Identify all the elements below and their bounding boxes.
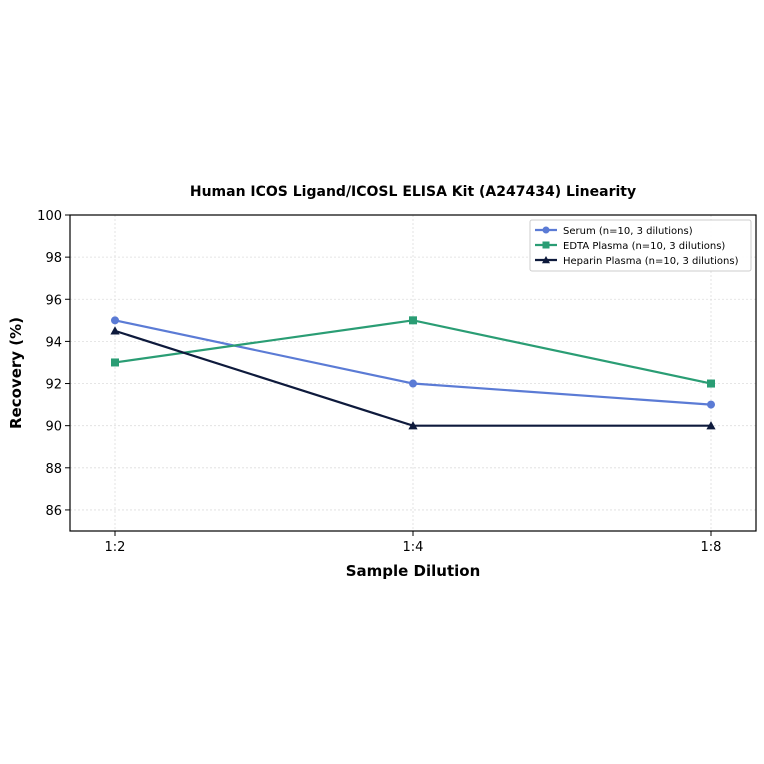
legend-label: Serum (n=10, 3 dilutions): [563, 226, 693, 237]
x-tick-label: 1:8: [701, 540, 722, 555]
legend-entry: Serum (n=10, 3 dilutions): [535, 226, 693, 237]
data-point: [409, 316, 417, 325]
y-axis-label: Recovery (%): [7, 317, 25, 429]
data-point: [408, 421, 418, 430]
data-point: [111, 316, 119, 325]
x-tick-label: 1:4: [403, 540, 424, 555]
legend-marker: [542, 241, 550, 249]
series-1: [111, 316, 715, 409]
y-tick-label: 90: [45, 420, 62, 435]
series-3: [110, 326, 716, 430]
y-tick-label: 100: [37, 209, 62, 224]
data-point: [707, 400, 715, 409]
y-axis-ticks: 86 88 90 92 94 96 98 100: [37, 209, 70, 519]
y-tick-label: 92: [45, 378, 62, 393]
chart-title: Human ICOS Ligand/ICOSL ELISA Kit (A2474…: [190, 184, 636, 200]
legend-marker: [541, 255, 551, 264]
legend-box: [529, 219, 752, 272]
series-layer: [110, 316, 716, 430]
x-tick-label: 1:2: [105, 540, 126, 555]
data-point: [706, 421, 716, 430]
legend-marker: [542, 226, 550, 234]
legend-label: EDTA Plasma (n=10, 3 dilutions): [563, 241, 725, 252]
x-axis-label: Sample Dilution: [346, 562, 481, 580]
legend-entry: EDTA Plasma (n=10, 3 dilutions): [535, 241, 725, 252]
y-tick-label: 98: [45, 251, 62, 266]
data-point: [409, 379, 417, 388]
data-point: [110, 326, 120, 335]
data-point: [111, 358, 119, 367]
legend-label: Heparin Plasma (n=10, 3 dilutions): [563, 256, 739, 267]
series-2: [111, 316, 715, 388]
y-tick-label: 88: [45, 462, 62, 477]
x-axis-ticks: 1:2 1:4 1:8: [105, 531, 722, 555]
legend-entry: Heparin Plasma (n=10, 3 dilutions): [535, 255, 739, 267]
data-point: [707, 379, 715, 388]
y-tick-label: 86: [45, 504, 62, 519]
y-tick-label: 96: [45, 293, 62, 308]
y-tick-label: 94: [45, 335, 62, 350]
legend: Serum (n=10, 3 dilutions) EDTA Plasma (n=…: [529, 219, 752, 272]
